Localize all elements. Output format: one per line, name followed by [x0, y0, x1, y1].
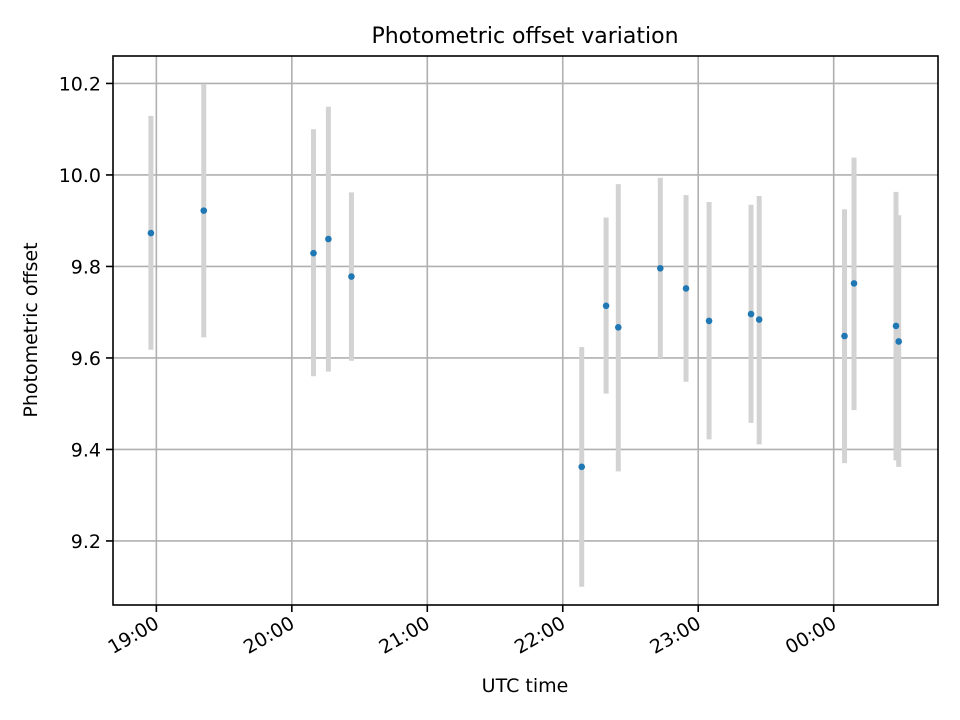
- y-tick-label: 9.8: [71, 256, 101, 278]
- x-tick-label: 00:00: [782, 612, 840, 658]
- data-point: [682, 285, 690, 292]
- data-point: [892, 322, 900, 330]
- x-tick-label: 23:00: [646, 612, 704, 658]
- x-tick-label: 21:00: [375, 612, 433, 658]
- data-point: [705, 317, 713, 325]
- chart-title: Photometric offset variation: [371, 24, 678, 49]
- grid: [113, 56, 938, 605]
- y-tick-label: 10.2: [59, 73, 101, 95]
- y-axis-ticks: 9.2 9.4 9.6 9.8 10.0 10.2: [59, 73, 113, 553]
- data-point: [841, 332, 848, 340]
- data-point: [895, 338, 903, 345]
- data-points: [147, 207, 903, 471]
- data-point: [325, 235, 332, 243]
- x-tick-label: 20:00: [240, 612, 298, 658]
- plot-frame: [112, 55, 939, 606]
- y-tick-label: 9.2: [71, 531, 101, 553]
- data-point: [200, 207, 208, 214]
- y-axis-label: Photometric offset: [20, 242, 42, 417]
- data-point: [747, 310, 755, 318]
- x-tick-label: 19:00: [104, 612, 162, 658]
- x-tick-label: 22:00: [511, 612, 569, 658]
- data-point: [348, 273, 355, 280]
- y-tick-label: 10.0: [59, 165, 101, 187]
- y-tick-label: 9.4: [71, 439, 101, 461]
- data-point: [755, 316, 763, 323]
- data-point: [602, 302, 610, 310]
- data-point: [147, 229, 155, 237]
- data-point: [656, 264, 664, 272]
- data-point: [578, 463, 586, 471]
- y-tick-label: 9.6: [71, 348, 101, 370]
- error-bars: [148, 83, 902, 587]
- data-point: [614, 323, 622, 331]
- data-point: [310, 249, 317, 257]
- x-axis-label: UTC time: [482, 675, 569, 697]
- data-point: [850, 280, 858, 287]
- x-axis-ticks: 19:00 20:00 21:00 22:00 23:00 00:00: [104, 605, 840, 659]
